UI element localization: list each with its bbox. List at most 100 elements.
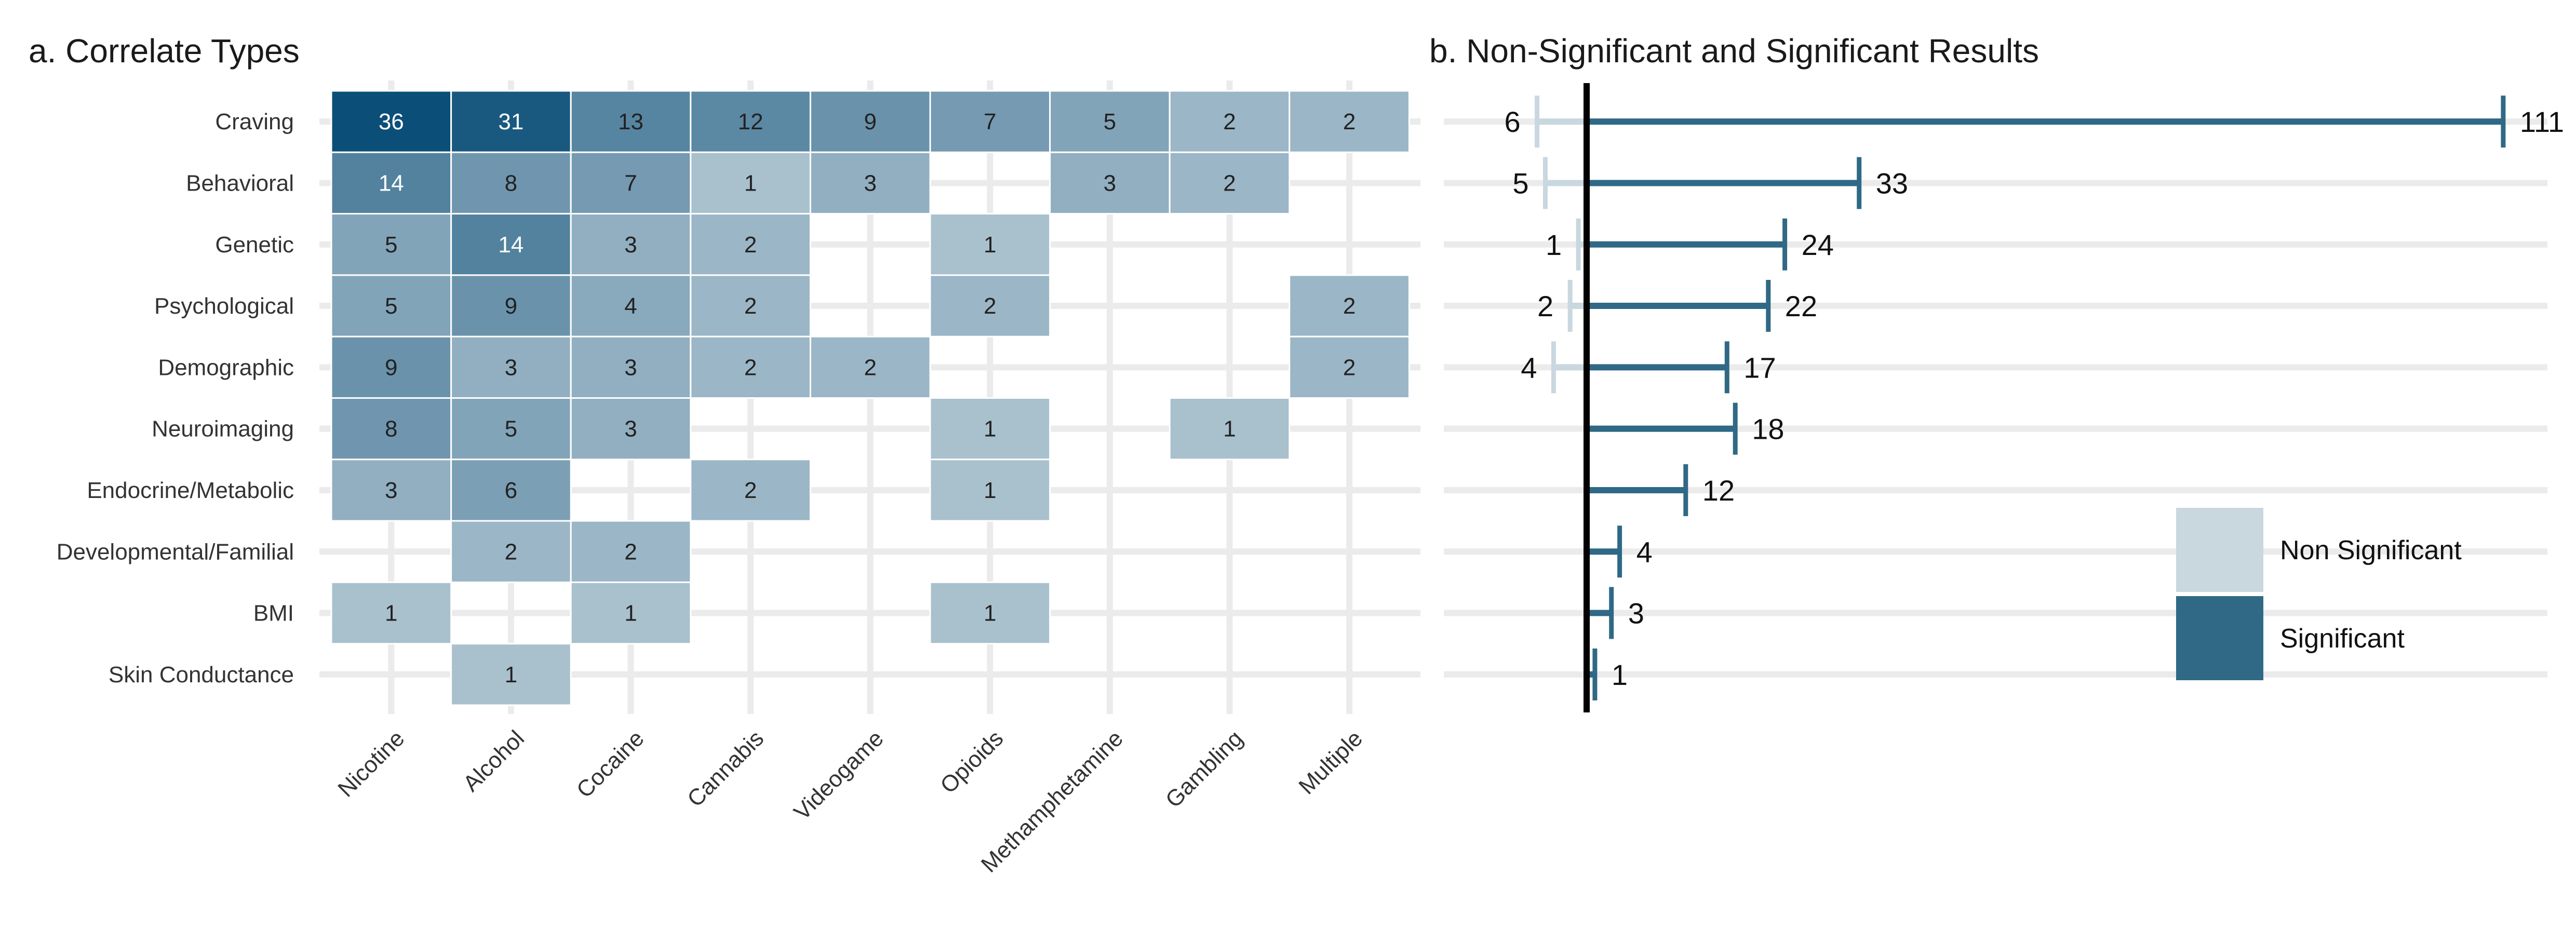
- row-label: BMI: [253, 601, 294, 626]
- heatmap-cell: [809, 90, 931, 153]
- heatmap-cell-label: 3: [385, 478, 397, 503]
- heatmap-cell-label: 3: [1104, 170, 1116, 196]
- heatmap-cell: [450, 643, 572, 706]
- heatmap-cell-label: 12: [738, 109, 763, 134]
- heatmap-cell-label: 7: [624, 170, 637, 196]
- heatmap-cell: [690, 335, 811, 399]
- heatmap-cell: [570, 397, 692, 461]
- heatmap-cell-label: 2: [984, 293, 996, 319]
- heatmap-cell-label: 5: [1104, 109, 1116, 134]
- heatmap-cell-label: 8: [385, 416, 397, 442]
- legend-swatch: [2176, 596, 2263, 680]
- bar-value-label: 1: [1546, 228, 1562, 261]
- row-label: Neuroimaging: [152, 416, 294, 442]
- legend-label: Non Significant: [2280, 535, 2462, 565]
- heatmap-cell-label: 1: [984, 478, 996, 503]
- legend-swatch: [2176, 508, 2263, 592]
- heatmap-cell: [929, 581, 1051, 645]
- heatmap-cell-label: 9: [864, 109, 876, 134]
- heatmap-cell: [809, 151, 931, 215]
- bar-value-label: 4: [1521, 351, 1537, 384]
- heatmap-cell: [929, 459, 1051, 522]
- bar-value-label: 2: [1537, 290, 1553, 322]
- heatmap-cell: [929, 90, 1051, 153]
- heatmap-cell: [570, 520, 692, 583]
- heatmap-cell-label: 14: [498, 232, 524, 258]
- heatmap-cell-label: 5: [385, 293, 397, 319]
- row-label: Developmental/Familial: [57, 539, 294, 564]
- column-label: Videogame: [789, 725, 888, 825]
- row-label: Demographic: [158, 355, 294, 380]
- heatmap-cell: [450, 397, 572, 461]
- heatmap-cell-label: 2: [864, 355, 876, 380]
- heatmap-cell: [690, 274, 811, 338]
- heatmap-cell: [330, 274, 452, 338]
- heatmap-cell: [1169, 151, 1291, 215]
- heatmap-cell-label: 5: [385, 232, 397, 258]
- heatmap-cell-label: 2: [1343, 355, 1356, 380]
- column-label: Gambling: [1161, 725, 1248, 813]
- bar-value-label: 111: [2520, 105, 2564, 138]
- bar-value-label: 1: [1612, 658, 1628, 691]
- heatmap-cell-label: 3: [624, 232, 637, 258]
- heatmap-cell-label: 2: [744, 232, 757, 258]
- heatmap-cell: [330, 581, 452, 645]
- column-label: Cocaine: [572, 725, 649, 803]
- heatmap-cell: [1049, 90, 1171, 153]
- heatmap-cell-label: 3: [864, 170, 876, 196]
- bar-value-label: 12: [1702, 474, 1735, 507]
- heatmap-cell: [929, 213, 1051, 276]
- heatmap-cell: [1289, 274, 1410, 338]
- column-label: Alcohol: [458, 725, 529, 797]
- heatmap-cell-label: 1: [624, 601, 637, 626]
- heatmap-cell: [690, 151, 811, 215]
- heatmap-cell: [570, 581, 692, 645]
- bar-value-label: 5: [1512, 167, 1528, 199]
- heatmap-cell-label: 1: [385, 601, 397, 626]
- row-label: Endocrine/Metabolic: [87, 478, 294, 503]
- heatmap-cell-label: 5: [505, 416, 517, 442]
- bar-value-label: 4: [1636, 535, 1653, 568]
- panel-b-bar-chart: b. Non-Significant and Significant Resul…: [1429, 32, 2564, 712]
- heatmap-cell-label: 3: [505, 355, 517, 380]
- column-label: Opioids: [935, 725, 1008, 798]
- panel-a-heatmap: a. Correlate Types 36 31 13 12 9 7 5 2 214 8 7 1 3 3 2…: [29, 32, 1420, 878]
- bar-value-label: 18: [1752, 413, 1784, 446]
- bar-value-label: 3: [1628, 597, 1644, 630]
- heatmap-cell: [1169, 397, 1291, 461]
- heatmap-cell: [570, 213, 692, 276]
- heatmap-cell-label: 2: [1343, 109, 1356, 134]
- row-label: Genetic: [215, 232, 294, 258]
- heatmap-cell-label: 1: [744, 170, 757, 196]
- legend-label: Significant: [2280, 624, 2405, 654]
- row-label: Psychological: [154, 293, 294, 319]
- heatmap-cell: [690, 459, 811, 522]
- heatmap-cell-label: 2: [1343, 293, 1356, 319]
- bar-value-label: 22: [1785, 290, 1817, 322]
- heatmap-cell: [690, 213, 811, 276]
- bar-value-label: 6: [1504, 105, 1520, 138]
- bar-value-label: 24: [1802, 228, 1834, 261]
- heatmap-cell: [330, 90, 452, 153]
- heatmap-cell-label: 1: [984, 601, 996, 626]
- heatmap-cell-label: 14: [379, 170, 404, 196]
- heatmap-row-labels: Craving Behavioral Genetic Psychological Dem…: [57, 109, 294, 688]
- heatmap-cell-label: 9: [385, 355, 397, 380]
- heatmap-cell-label: 1: [984, 416, 996, 442]
- heatmap-cell: [450, 151, 572, 215]
- heatmap-cell: [809, 335, 931, 399]
- heatmap-cells: 36 31 13 12 9 7 5 2 214 8 7 1 3 3 25 14 3 2 15 9 4 2 2 29 3 3 2 2 28…: [330, 90, 1410, 706]
- heatmap-column-labels: Nicotine Alcohol Cocaine Cannabis Videogame O…: [333, 725, 1367, 877]
- heatmap-cell-label: 6: [505, 478, 517, 503]
- heatmap-cell: [450, 274, 572, 338]
- column-label: Cannabis: [682, 725, 769, 812]
- heatmap-cell-label: 31: [498, 109, 524, 134]
- panel-a-title: a. Correlate Types: [29, 32, 300, 70]
- heatmap-cell-label: 2: [744, 478, 757, 503]
- legend: Non Significant Significant: [2176, 508, 2462, 680]
- heatmap-cell: [1049, 151, 1171, 215]
- row-label: Craving: [215, 109, 294, 134]
- heatmap-cell: [1289, 90, 1410, 153]
